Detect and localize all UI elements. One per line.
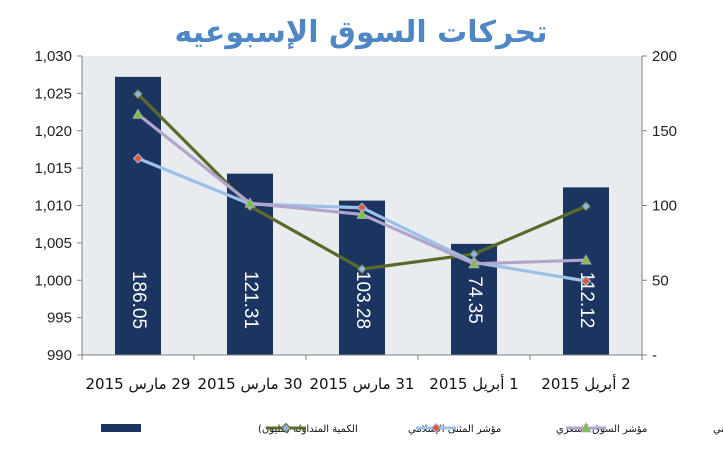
legend-swatch-bars bbox=[101, 424, 141, 432]
line-3-point-5 bbox=[580, 254, 592, 265]
left-tick-label: 1,025 bbox=[34, 85, 72, 102]
left-tick-label: 1,020 bbox=[34, 123, 72, 140]
left-tick-label: 990 bbox=[47, 347, 72, 364]
legend-marker-2 bbox=[430, 422, 442, 434]
x-tick-label-1: 29 مارس 2015 bbox=[86, 375, 191, 393]
left-tick-label: 995 bbox=[47, 310, 72, 327]
bar-label-3: 103.28 bbox=[352, 271, 373, 329]
line-2-point-5 bbox=[580, 275, 592, 287]
x-tick-label-2: 30 مارس 2015 bbox=[198, 375, 303, 393]
bar-5 bbox=[563, 187, 609, 355]
legend-label-bars: الكمية المتداوله (مليون) bbox=[258, 424, 358, 435]
left-tick-label: 1,015 bbox=[34, 160, 72, 177]
bar-label-1: 186.05 bbox=[128, 271, 149, 329]
right-tick-label: 200 bbox=[652, 48, 677, 65]
bar-label-2: 121.31 bbox=[240, 271, 261, 329]
line-3-point-4 bbox=[468, 257, 480, 269]
line-1-point-3 bbox=[356, 263, 368, 275]
legend-marker-3 bbox=[580, 422, 592, 433]
chart-title: تحركات السوق الإسبوعيه bbox=[174, 15, 547, 50]
x-tick-label-4: 1 أبريل 2015 bbox=[429, 374, 518, 393]
legend-label-line-3: مؤشر السوق الوزني bbox=[713, 424, 723, 435]
line-1-point-1 bbox=[132, 88, 144, 100]
line-3-point-1 bbox=[132, 108, 144, 119]
left-tick-label: 1,030 bbox=[34, 48, 72, 65]
line-3-point-3 bbox=[356, 208, 368, 219]
bar-3 bbox=[339, 200, 385, 355]
right-tick-label: 100 bbox=[652, 198, 677, 215]
bar-1 bbox=[115, 76, 161, 355]
legend-marker-1 bbox=[280, 422, 292, 434]
line-2-point-1 bbox=[132, 153, 144, 164]
right-tick-label: 50 bbox=[652, 272, 669, 289]
line-1-point-5 bbox=[580, 201, 592, 212]
right-tick-label: 150 bbox=[652, 123, 677, 140]
left-tick-label: 1,005 bbox=[34, 235, 72, 252]
bar-label-4: 74.35 bbox=[464, 276, 485, 324]
x-tick-label-5: 2 أبريل 2015 bbox=[541, 374, 630, 393]
x-tick-label-3: 31 مارس 2015 bbox=[310, 375, 415, 393]
line-3-point-2 bbox=[244, 197, 256, 208]
bar-label-5: 112.12 bbox=[576, 272, 597, 329]
right-tick-label: - bbox=[652, 347, 657, 364]
left-tick-label: 1,000 bbox=[34, 272, 72, 289]
left-tick-label: 1,010 bbox=[34, 198, 72, 215]
